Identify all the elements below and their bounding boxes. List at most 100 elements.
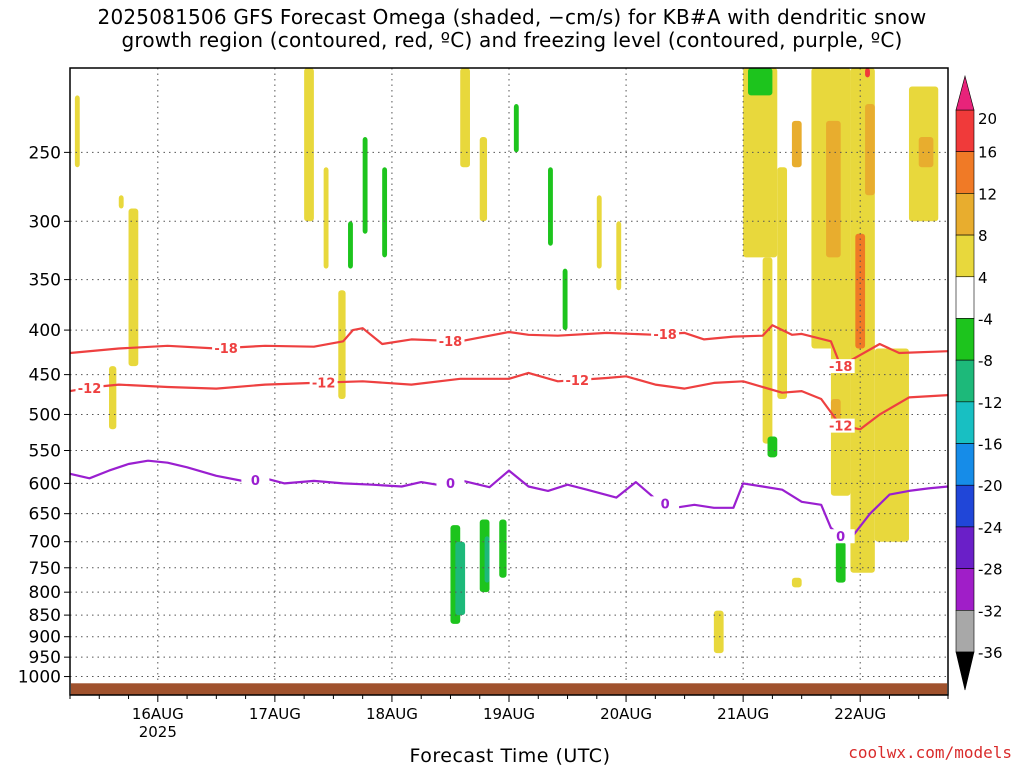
y-tick-label: 950 xyxy=(29,648,61,668)
contour-label-bg xyxy=(241,472,270,487)
omega-cell xyxy=(484,536,490,583)
x-tick-label: 19AUG xyxy=(483,705,535,723)
contour-label: -12 xyxy=(312,377,336,392)
omega-shading xyxy=(74,68,939,654)
colorbar-label: -28 xyxy=(978,561,1003,579)
y-tick-label: 750 xyxy=(29,559,61,579)
y-tick-label: 900 xyxy=(29,628,61,648)
omega-cell xyxy=(777,167,788,400)
y-tick-label: 650 xyxy=(29,505,61,525)
colorbar-label: -32 xyxy=(978,602,1003,620)
colorbar-label: -8 xyxy=(978,352,993,370)
contour-label: -18 xyxy=(653,328,677,343)
contour-label: 0 xyxy=(446,477,455,492)
colorbar-label: -12 xyxy=(978,394,1003,412)
colorbar-label: 8 xyxy=(978,227,988,245)
omega-cell xyxy=(762,257,773,444)
grid-lines xyxy=(70,68,948,695)
contour-label: -18 xyxy=(439,335,463,350)
omega-cell xyxy=(791,577,802,588)
colorbar-bin xyxy=(955,443,975,486)
omega-cell xyxy=(713,610,724,654)
colorbar-bin xyxy=(955,568,975,611)
contour-label-bg xyxy=(436,333,465,348)
omega-cell xyxy=(479,136,488,222)
omega-cell xyxy=(616,221,622,291)
colorbar-label: -36 xyxy=(978,644,1003,662)
contour-label-bg xyxy=(212,340,241,355)
contour-label-bg xyxy=(309,375,338,390)
omega-cell xyxy=(562,268,568,331)
colorbar-bin xyxy=(955,359,975,403)
y-tick-label: 850 xyxy=(29,606,61,626)
colorbar-label: -24 xyxy=(978,519,1003,537)
contour-label: -18 xyxy=(214,342,238,357)
contour-label: 0 xyxy=(836,530,845,545)
colorbar-label: -16 xyxy=(978,436,1003,454)
omega-cell xyxy=(128,208,139,367)
contour-label-bg xyxy=(436,475,465,490)
colorbar-bin xyxy=(955,526,975,569)
colorbar-label: 4 xyxy=(978,269,988,287)
colorbar-bin xyxy=(955,484,975,528)
omega-cell xyxy=(767,436,778,458)
omega-cell xyxy=(348,221,353,269)
colorbar-bin xyxy=(955,401,975,444)
y-tick-label: 500 xyxy=(29,405,61,425)
contour-label: -12 xyxy=(829,420,853,435)
colorbar-label: -4 xyxy=(978,310,993,328)
colorbar-label: 20 xyxy=(978,110,997,128)
omega-cell xyxy=(74,95,80,168)
chart-title-line2: growth region (contoured, red, ºC) and f… xyxy=(121,28,903,52)
y-tick-label: 1000 xyxy=(18,668,61,688)
omega-cell xyxy=(596,195,602,269)
contour-label-bg xyxy=(651,496,680,511)
omega-cell xyxy=(830,268,851,496)
x-tick-label: 16AUG xyxy=(132,705,184,723)
colorbar-bin xyxy=(955,109,975,152)
contour-label: 0 xyxy=(661,497,670,512)
omega-cell xyxy=(460,68,470,168)
omega-cell xyxy=(499,519,507,578)
omega-cell xyxy=(865,104,875,196)
contour-lines: -18 -18 -18 -18 -12 -12 -12 -12 0 0 0 0 xyxy=(69,324,949,545)
ground-fill xyxy=(71,683,947,695)
colorbar-bin xyxy=(955,151,975,194)
x-tick-label: 17AUG xyxy=(249,705,301,723)
y-tick-label: 400 xyxy=(29,321,61,341)
colorbar: 20 16 12 8 4 -4 -8 -12 -16 -20 -24 -28 -32 -36 xyxy=(955,74,1003,691)
y-tick-label: 800 xyxy=(29,583,61,603)
omega-cell xyxy=(118,195,124,209)
contour-label-bg xyxy=(563,372,592,387)
omega-cell xyxy=(362,136,368,234)
colorbar-under-arrow xyxy=(955,651,975,691)
colorbar-bin xyxy=(955,234,975,278)
colorbar-bin xyxy=(955,318,975,361)
credit-link[interactable]: coolwx.com/models xyxy=(848,743,1012,762)
omega-cell xyxy=(109,366,117,430)
colorbar-bin xyxy=(955,610,975,653)
chart-title: 2025081506 GFS Forecast Omega (shaded, −… xyxy=(0,6,1024,52)
x-tick-label: 18AUG xyxy=(366,705,418,723)
colorbar-over-arrow xyxy=(955,74,975,111)
ground-strip xyxy=(71,683,947,695)
omega-cell xyxy=(826,120,841,258)
omega-cell xyxy=(865,68,870,78)
x-tick-label: 22AUG xyxy=(834,705,886,723)
contour-label-bg xyxy=(826,359,855,374)
colorbar-label: -20 xyxy=(978,477,1003,495)
contour-label: -12 xyxy=(78,382,102,397)
contour-label: -12 xyxy=(566,374,590,389)
x-tick-label: 21AUG xyxy=(717,705,769,723)
y-tick-label: 450 xyxy=(29,366,61,386)
contour-label-bg xyxy=(826,418,855,433)
y-tick-label: 700 xyxy=(29,533,61,553)
y-axis-ticks: 2503003504004505005506006507007508008509… xyxy=(18,143,70,688)
contour-line-0 xyxy=(69,459,949,541)
colorbar-label: 12 xyxy=(978,185,997,203)
omega-cell xyxy=(918,136,934,168)
omega-cell xyxy=(513,104,519,153)
colorbar-label: 16 xyxy=(978,144,997,162)
